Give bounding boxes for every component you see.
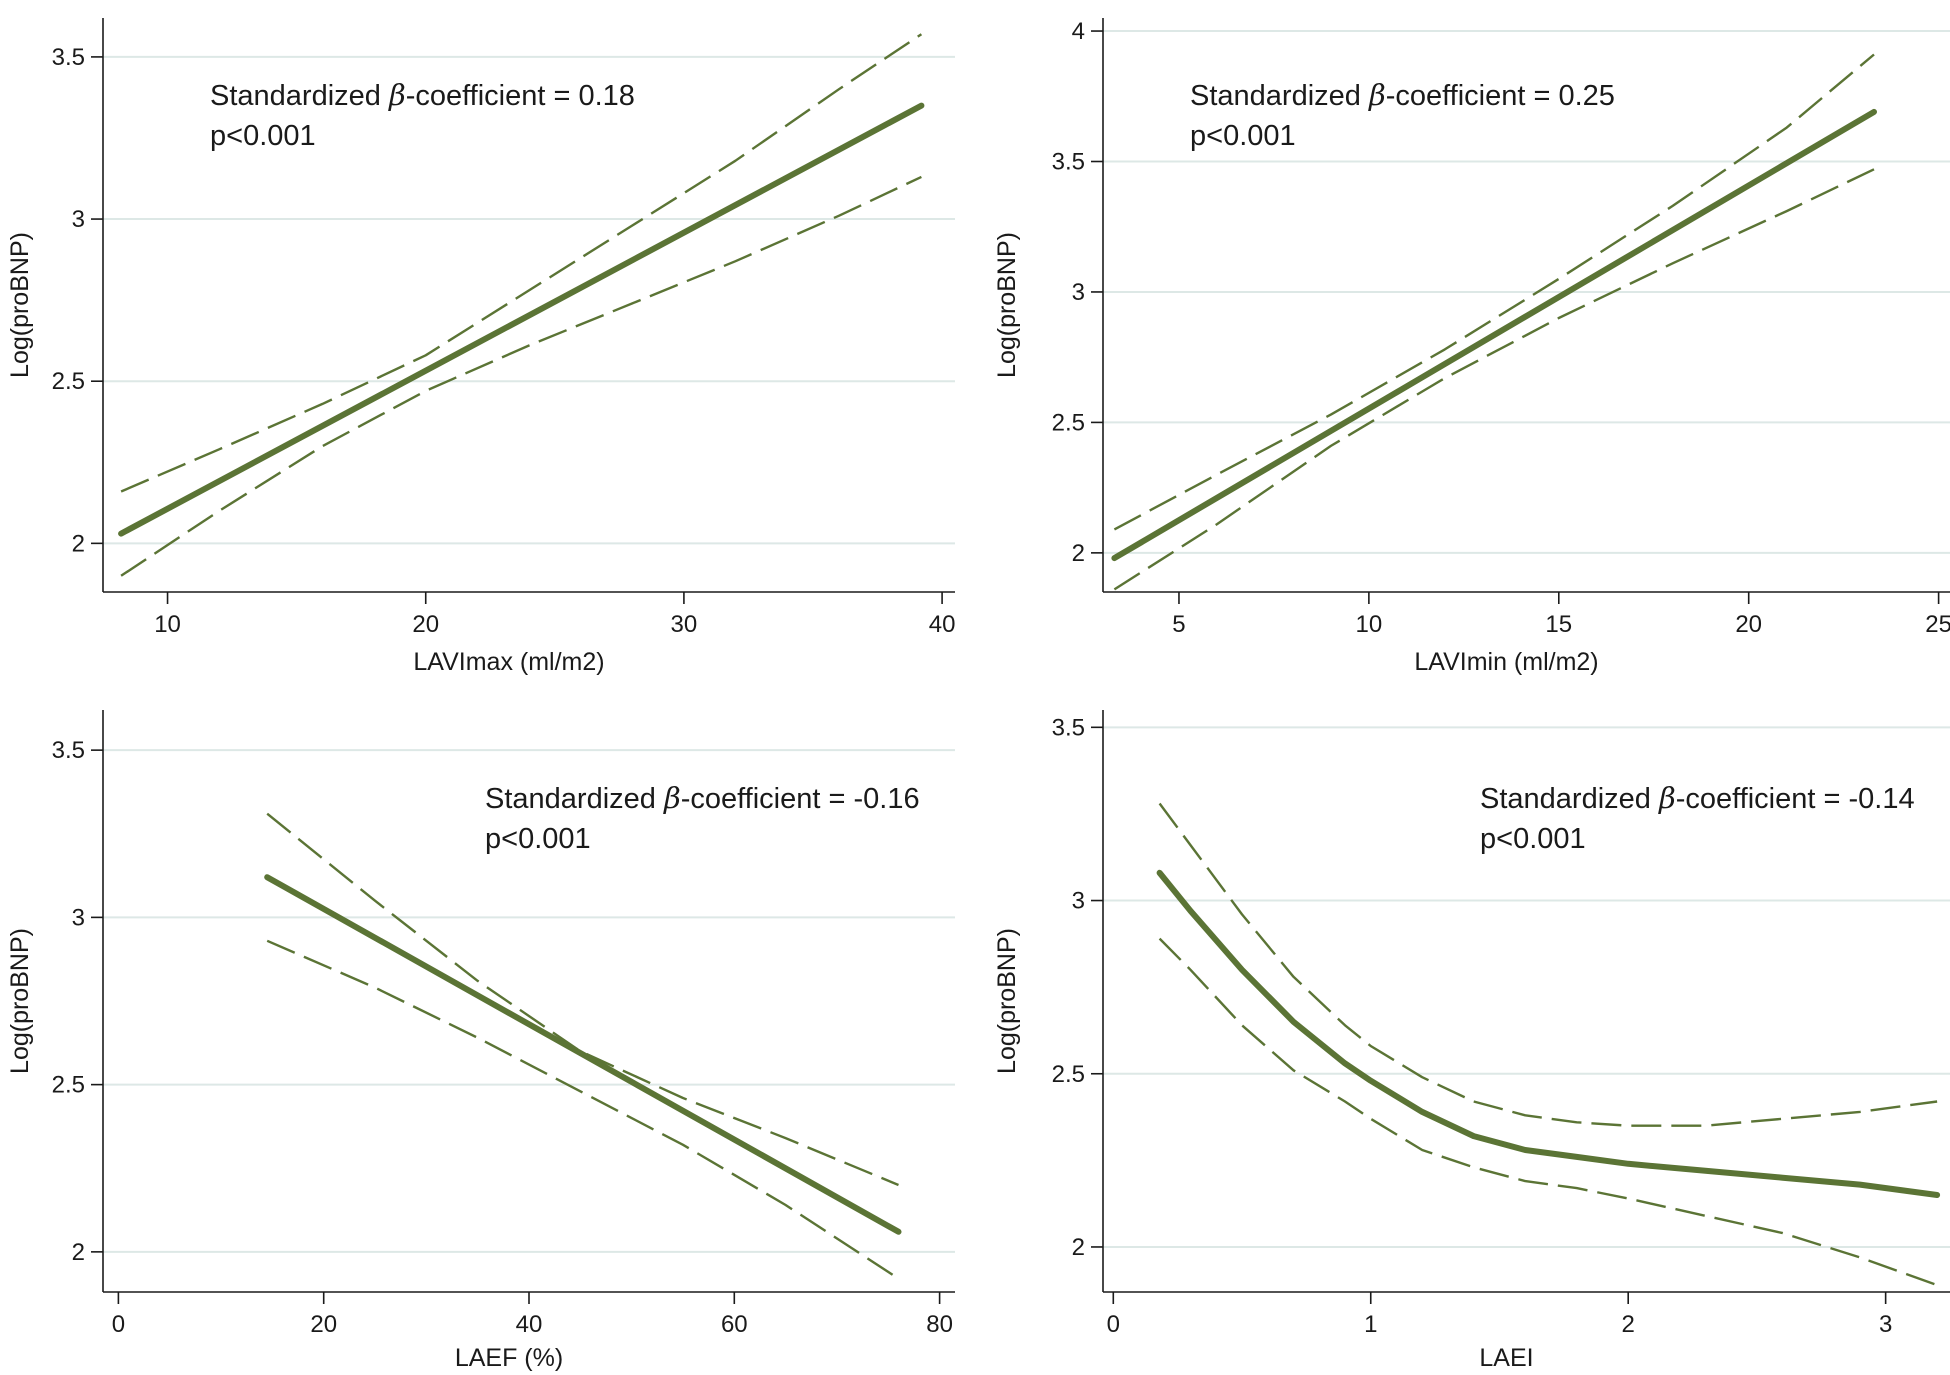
beta-symbol: β: [1368, 78, 1386, 112]
chart-panel-4: 2 2.5 3 3.5 0 1 2 3 LAEI Log(proBNP) Standardized …: [993, 710, 1950, 1372]
x-tick-label: 3: [1879, 1311, 1892, 1338]
x-tick-label: 20: [310, 1311, 337, 1338]
y-axis-title: Log(proBNP): [993, 232, 1021, 378]
beta-coefficient-annotation: Standardized β-coefficient = 0.18: [210, 78, 635, 112]
y-tick-label: 3.5: [52, 737, 85, 764]
upper-confidence-line: [1158, 802, 1938, 1127]
y-tick-label: 2.5: [1052, 1061, 1085, 1088]
y-tick-label: 3: [72, 206, 85, 233]
x-tick-label: 30: [671, 611, 698, 638]
y-tick-label: 2: [72, 530, 85, 557]
beta-symbol: β: [1658, 781, 1676, 815]
y-tick-label: 3.5: [52, 44, 85, 71]
beta-coefficient-annotation: Standardized β-coefficient = -0.14: [1480, 781, 1915, 815]
y-axis-title: Log(proBNP): [6, 928, 34, 1074]
annotation-prefix: Standardized: [210, 80, 389, 112]
regression-fit-line: [1111, 108, 1877, 562]
lower-confidence-line: [1158, 937, 1938, 1287]
y-tick-label: 2: [72, 1239, 85, 1266]
chart-panel-2: 2 2.5 3 3.5 4 5 10 15 20 25 LAVImin (ml/m2) Log(pro…: [993, 18, 1950, 676]
lower-confidence-line: [266, 939, 900, 1280]
x-tick-label: 25: [1925, 611, 1950, 638]
y-tick-label: 2: [1072, 540, 1085, 567]
x-axis-title: LAVImax (ml/m2): [413, 648, 604, 676]
annotation-prefix: Standardized: [1480, 783, 1659, 815]
annotation-prefix: Standardized: [485, 783, 664, 815]
annotation-suffix: -coefficient = 0.18: [406, 80, 635, 112]
y-tick-label: 4: [1072, 18, 1085, 45]
annotation-suffix: -coefficient = 0.25: [1386, 80, 1615, 112]
p-value-annotation: p<0.001: [1480, 823, 1586, 855]
p-value-annotation: p<0.001: [485, 823, 591, 855]
x-tick-label: 5: [1172, 611, 1185, 638]
y-tick-label: 3: [72, 904, 85, 931]
y-tick-label: 2.5: [52, 1072, 85, 1099]
p-value-annotation: p<0.001: [210, 120, 316, 152]
x-tick-label: 10: [1356, 611, 1383, 638]
x-tick-label: 20: [412, 611, 439, 638]
x-tick-label: 40: [929, 611, 956, 638]
annotation-prefix: Standardized: [1190, 80, 1369, 112]
y-axis-title: Log(proBNP): [993, 928, 1021, 1074]
x-axis-title: LAEF (%): [455, 1344, 563, 1372]
annotation-suffix: -coefficient = -0.14: [1676, 783, 1915, 815]
beta-coefficient-annotation: Standardized β-coefficient = -0.16: [485, 781, 920, 815]
x-tick-label: 1: [1364, 1311, 1377, 1338]
lower-confidence-line: [120, 175, 922, 577]
x-tick-label: 0: [1107, 1311, 1120, 1338]
regression-fit-line: [118, 102, 925, 537]
x-tick-label: 0: [112, 1311, 125, 1338]
y-axis-title: Log(proBNP): [6, 232, 34, 378]
regression-fit-line: [1156, 869, 1941, 1198]
x-tick-label: 40: [516, 1311, 543, 1338]
y-tick-label: 2.5: [52, 368, 85, 395]
chart-panel-1: 2 2.5 3 3.5 10 20 30 40 LAVImax (ml/m2) Log(proBN…: [6, 18, 955, 676]
upper-confidence-line: [120, 33, 923, 493]
beta-symbol: β: [663, 781, 681, 815]
x-tick-label: 10: [154, 611, 181, 638]
y-tick-label: 3: [1072, 888, 1085, 915]
p-value-annotation: p<0.001: [1190, 120, 1296, 152]
lower-confidence-line: [1113, 168, 1875, 591]
y-tick-label: 2.5: [1052, 409, 1085, 436]
upper-confidence-line: [1113, 53, 1875, 531]
x-tick-label: 15: [1545, 611, 1572, 638]
x-axis-title: LAVImin (ml/m2): [1414, 648, 1598, 676]
annotation-suffix: -coefficient = -0.16: [681, 783, 920, 815]
x-axis-title: LAEI: [1479, 1344, 1533, 1372]
y-tick-label: 2: [1072, 1234, 1085, 1261]
x-tick-label: 20: [1735, 611, 1762, 638]
y-tick-label: 3.5: [1052, 149, 1085, 176]
beta-coefficient-annotation: Standardized β-coefficient = 0.25: [1190, 78, 1615, 112]
y-tick-label: 3: [1072, 279, 1085, 306]
x-tick-label: 60: [721, 1311, 748, 1338]
beta-symbol: β: [388, 78, 406, 112]
chart-panel-3: 2 2.5 3 3.5 0 20 40 60 80 LAEF (%) Log(proBNP) Stan…: [6, 710, 955, 1372]
y-tick-label: 3.5: [1052, 714, 1085, 741]
x-tick-label: 80: [926, 1311, 953, 1338]
x-tick-label: 2: [1622, 1311, 1635, 1338]
upper-confidence-line: [266, 812, 899, 1187]
regression-fit-line: [264, 874, 902, 1235]
